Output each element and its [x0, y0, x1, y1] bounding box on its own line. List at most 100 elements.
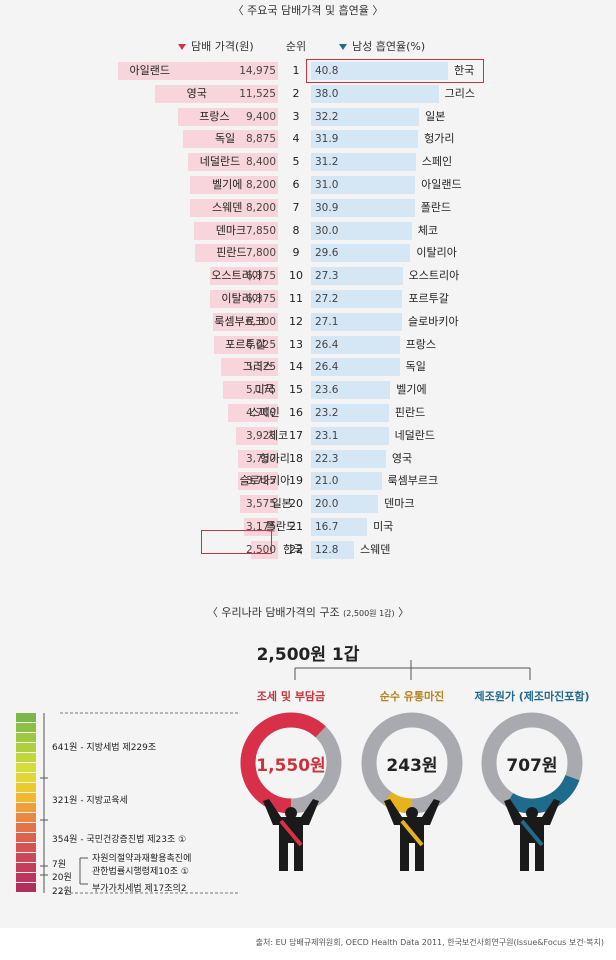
smoking-country-label: 벨기에 [396, 383, 427, 397]
smoking-bar [311, 358, 400, 377]
smoking-value-label: 30.0 [315, 224, 339, 237]
smoking-bar [311, 244, 411, 263]
smoking-country-label: 핀란드 [394, 406, 426, 419]
legend-local-tax: 641원 - 지방세법 제229조 [52, 743, 157, 753]
price-value-label: 8,200 [245, 201, 276, 214]
rank-label: 15 [289, 383, 303, 397]
rank-label: 12 [289, 314, 303, 328]
smoking-country-label: 프랑스 [405, 337, 437, 351]
price-value-label: 2,500 [245, 543, 276, 556]
price-bar [183, 130, 278, 149]
rank-label: 2 [292, 86, 300, 100]
pack-price: 2,500원 1갑 [256, 645, 360, 665]
rank-label: 6 [292, 178, 300, 191]
smoking-country-label: 그리스 [444, 86, 475, 100]
legend-recycling-law-2: 관한법률시행령제10조 ① [92, 867, 189, 877]
tax-stack-cell [16, 793, 36, 802]
chart-row: 프랑스 9,400 3 32.2 일본 [0, 106, 616, 128]
rank-label: 22 [289, 542, 303, 556]
rank-label: 20 [289, 497, 303, 511]
price-bar [236, 426, 278, 445]
smoking-bar [311, 518, 368, 536]
korea-smoking-highlight [306, 59, 484, 83]
smoking-value-label: 22.3 [315, 452, 339, 465]
smoking-value-label: 27.1 [315, 315, 339, 328]
price-country-label: 영국 [186, 86, 207, 100]
smoking-value-label: 31.2 [315, 156, 339, 169]
price-bar [227, 404, 278, 422]
price-bar [188, 153, 278, 172]
tax-stack-cell [16, 863, 36, 872]
smoking-value-label: 23.6 [315, 384, 339, 397]
price-bar [209, 290, 278, 308]
chart-row: 체코 3,925 17 23.1 네덜란드 [0, 425, 616, 447]
price-bar [239, 495, 278, 514]
tax-stack-cell [16, 733, 36, 742]
tax-stack-cell [16, 773, 36, 782]
smoking-value-label: 29.6 [315, 247, 339, 260]
price-bar [190, 176, 278, 194]
price-bar [213, 335, 278, 354]
smoking-bar [311, 107, 420, 126]
legend-recycling-law-1: 자원의절약과재활용촉진에 [92, 854, 192, 864]
top-chart-title: 〈 주요국 담배가격 및 흡연율 〉 [232, 4, 384, 17]
tax-stack-cell [16, 783, 36, 792]
smoking-bar [311, 335, 400, 354]
price-bar [194, 244, 278, 263]
price-bar [118, 62, 278, 80]
price-bar [238, 472, 278, 491]
smoking-country-label: 영국 [391, 451, 413, 465]
tax-stack-cell [16, 713, 36, 722]
smoking-bar [311, 472, 382, 491]
price-country-label: 이탈리아 [221, 292, 262, 305]
smoking-bar [311, 381, 391, 400]
price-value-label: 9,400 [245, 110, 276, 123]
structure-value-label: 243원 [386, 756, 438, 776]
rank-label: 13 [289, 337, 303, 351]
tax-stack-cell [16, 743, 36, 752]
rank-label: 11 [289, 292, 303, 305]
smoking-value-label: 27.3 [315, 270, 339, 283]
chart-row: 아일랜드 14,975 1 40.8 한국 [0, 60, 616, 82]
chart-row: 일본 3,575 20 20.0 덴마크 [0, 493, 616, 515]
source-note: 출처: EU 담배규제위원회, OECD Health Data 2011, 한… [255, 938, 604, 947]
price-country-label: 체코 [267, 428, 289, 442]
price-value-label: 6,025 [245, 338, 276, 351]
smoke-header: 남성 흡연율(%) [339, 38, 425, 54]
rank-label: 18 [289, 451, 303, 465]
price-country-label: 네덜란드 [199, 155, 241, 169]
tax-stack-cell [16, 833, 36, 842]
smoking-value-label: 16.7 [315, 521, 339, 533]
chart-row: 핀란드 7,800 9 29.6 이탈리아 [0, 242, 616, 264]
price-bar [237, 449, 278, 468]
legend-amount-20: 20원 [52, 873, 72, 883]
price-bar [154, 84, 278, 103]
smoke-header-label: 남성 흡연율(%) [352, 40, 426, 53]
smoking-value-label: 12.8 [315, 543, 339, 556]
smoking-country-label: 체코 [417, 223, 438, 237]
smoking-bar [311, 62, 448, 80]
smoking-country-label: 오스트리아 [408, 269, 460, 283]
chart-row: 스페인 4,700 16 23.2 핀란드 [0, 402, 616, 424]
smoking-value-label: 40.8 [315, 65, 339, 77]
tax-stack-cell [16, 843, 36, 852]
tax-stack-cell [16, 763, 36, 772]
price-country-label: 아일랜드 [129, 64, 170, 77]
smoking-bar [311, 449, 386, 468]
structure-category-label: 조세 및 부담금 [256, 690, 326, 703]
price-value-label: 5,325 [245, 361, 276, 374]
price-header: 담배 가격(원) [178, 38, 254, 54]
price-bar [177, 107, 278, 126]
rank-label: 21 [289, 520, 303, 533]
smoking-bar [311, 495, 379, 514]
structure-title-sub: (2,500원 1갑) [343, 609, 395, 618]
price-bar [244, 518, 278, 536]
structure-title-close: 〉 [398, 606, 410, 619]
smoking-bar [311, 221, 412, 240]
chart-row: 폴란드 3,175 21 16.7 미국 [0, 516, 616, 538]
price-country-label: 스페인 [249, 406, 280, 419]
down-triangle-icon [339, 44, 347, 50]
tax-stack-cell [16, 853, 36, 862]
